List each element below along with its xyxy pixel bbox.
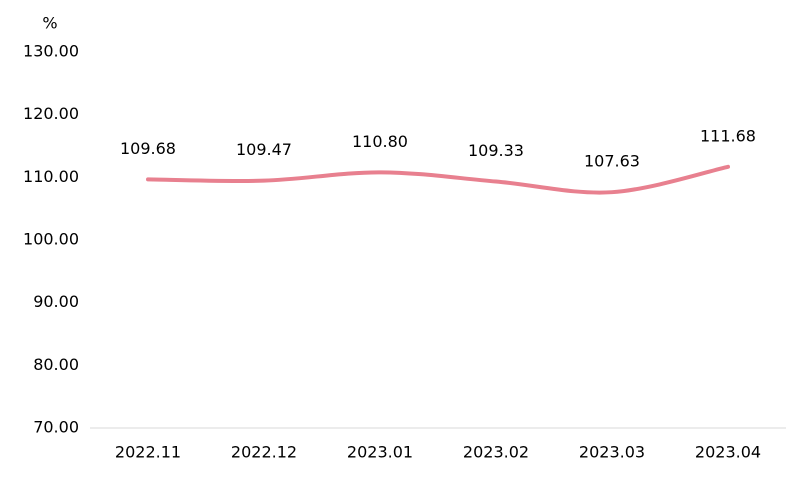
data-label: 107.63 [584,152,640,171]
y-axis-unit: % [42,14,57,33]
x-tick-label: 2023.01 [347,443,413,462]
x-tick-label: 2022.11 [115,443,181,462]
data-label: 109.47 [236,140,292,159]
y-tick-label: 90.00 [33,292,79,311]
y-tick-label: 120.00 [23,104,79,123]
data-line [146,164,730,195]
data-label: 109.33 [468,141,524,160]
y-tick-label: 70.00 [33,418,79,437]
y-tick-label: 80.00 [33,355,79,374]
y-tick-label: 100.00 [23,230,79,249]
y-tick-label: 110.00 [23,167,79,186]
x-tick-label: 2023.02 [463,443,529,462]
y-tick-label: 130.00 [23,42,79,61]
x-tick-label: 2023.03 [579,443,645,462]
data-label: 109.68 [120,139,176,158]
data-label: 110.80 [352,132,408,151]
data-label: 111.68 [700,126,756,145]
x-tick-label: 2022.12 [231,443,297,462]
x-tick-label: 2023.04 [695,443,761,462]
